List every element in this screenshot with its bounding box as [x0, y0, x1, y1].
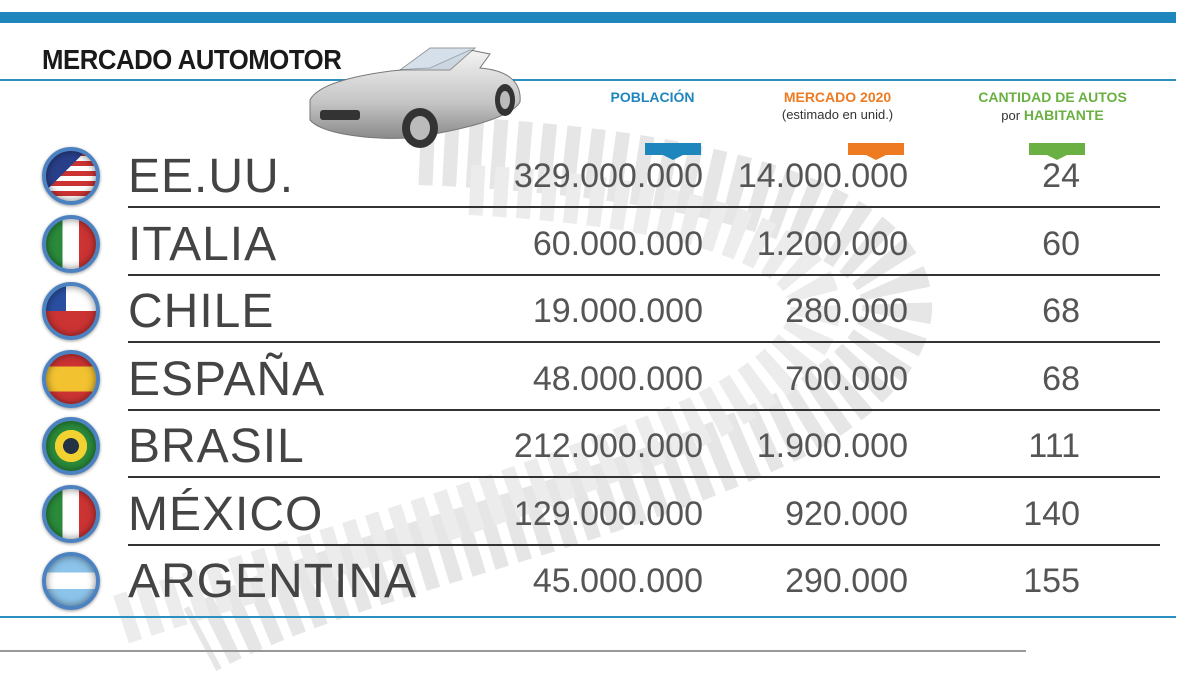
autos-value: 68 [1042, 292, 1080, 330]
car-image [309, 47, 521, 148]
country-name: ESPAÑA [128, 352, 326, 406]
table-row: CHILE 19.000.000 280.000 68 [0, 276, 1160, 343]
header-autos: CANTIDAD DE AUTOS por HABITANTE [950, 88, 1155, 125]
mercado-value: 920.000 [785, 494, 908, 533]
poblacion-value: 212.000.000 [513, 427, 703, 465]
row-divider [128, 206, 1160, 208]
autos-value: 60 [1042, 224, 1080, 263]
row-divider [128, 543, 1160, 546]
mercado-value: 280.000 [785, 292, 908, 330]
autos-marker [1029, 143, 1085, 160]
header-autos-pre: por [1001, 108, 1021, 123]
poblacion-value: 129.000.000 [513, 494, 703, 533]
mercado-value: 290.000 [785, 562, 908, 600]
chile-flag-icon [42, 282, 100, 340]
title-underline [0, 79, 1176, 81]
mexico-flag-icon [42, 484, 100, 543]
autos-value: 155 [1023, 562, 1080, 600]
country-name: CHILE [128, 285, 275, 338]
table-row: EE.UU. 329.000.000 14.000.000 24 [0, 141, 1160, 208]
table-row: BRASIL 212.000.000 1.900.000 111 [0, 411, 1160, 478]
header-mercado-sub: (estimado en unid.) [781, 107, 894, 122]
autos-value: 111 [1028, 427, 1080, 465]
poblacion-value: 45.000.000 [532, 562, 703, 600]
row-divider [128, 273, 1160, 276]
mercado-marker [848, 143, 904, 160]
autos-value: 24 [1042, 157, 1080, 195]
header-mercado-title: MERCADO 2020 [783, 89, 892, 105]
table-row: MÉXICO 129.000.000 920.000 140 [0, 479, 1160, 546]
row-divider [128, 341, 1160, 343]
poblacion-value: 48.000.000 [532, 359, 703, 398]
autos-value: 140 [1023, 494, 1080, 533]
poblacion-value: 329.000.000 [513, 157, 703, 195]
country-name: MÉXICO [128, 487, 324, 541]
mercado-value: 1.200.000 [756, 224, 908, 263]
mercado-value: 14.000.000 [737, 157, 908, 195]
row-divider [128, 476, 1160, 478]
row-divider [128, 408, 1160, 411]
country-name: BRASIL [128, 420, 305, 473]
country-name: EE.UU. [128, 150, 295, 203]
poblacion-value: 19.000.000 [532, 292, 703, 330]
bottom-accent-line [0, 616, 1176, 618]
argentina-flag-icon [42, 552, 100, 610]
spain-flag-icon [42, 349, 100, 408]
autos-value: 68 [1042, 359, 1080, 398]
country-name: ARGENTINA [128, 555, 418, 608]
table-row: ITALIA 60.000.000 1.200.000 60 [0, 209, 1160, 276]
brazil-flag-icon [42, 417, 100, 475]
poblacion-marker [645, 143, 701, 160]
header-autos-title: CANTIDAD DE AUTOS [978, 89, 1127, 105]
page-title: MERCADO AUTOMOTOR [42, 44, 342, 75]
header-autos-sub: HABITANTE [1023, 107, 1104, 123]
usa-flag-icon [42, 147, 100, 205]
table-row: ESPAÑA 48.000.000 700.000 68 [0, 344, 1160, 411]
mercado-value: 1.900.000 [756, 427, 908, 465]
footer-divider [0, 650, 1026, 652]
poblacion-value: 60.000.000 [532, 224, 703, 263]
italy-flag-icon [42, 214, 100, 273]
header-poblacion: POBLACIÓN [610, 89, 695, 105]
country-name: ITALIA [128, 217, 278, 271]
header-mercado: MERCADO 2020 (estimado en unid.) [750, 88, 925, 124]
mercado-value: 700.000 [785, 359, 908, 398]
top-accent-bar [0, 12, 1176, 23]
table-row: ARGENTINA 45.000.000 290.000 155 [0, 546, 1160, 613]
